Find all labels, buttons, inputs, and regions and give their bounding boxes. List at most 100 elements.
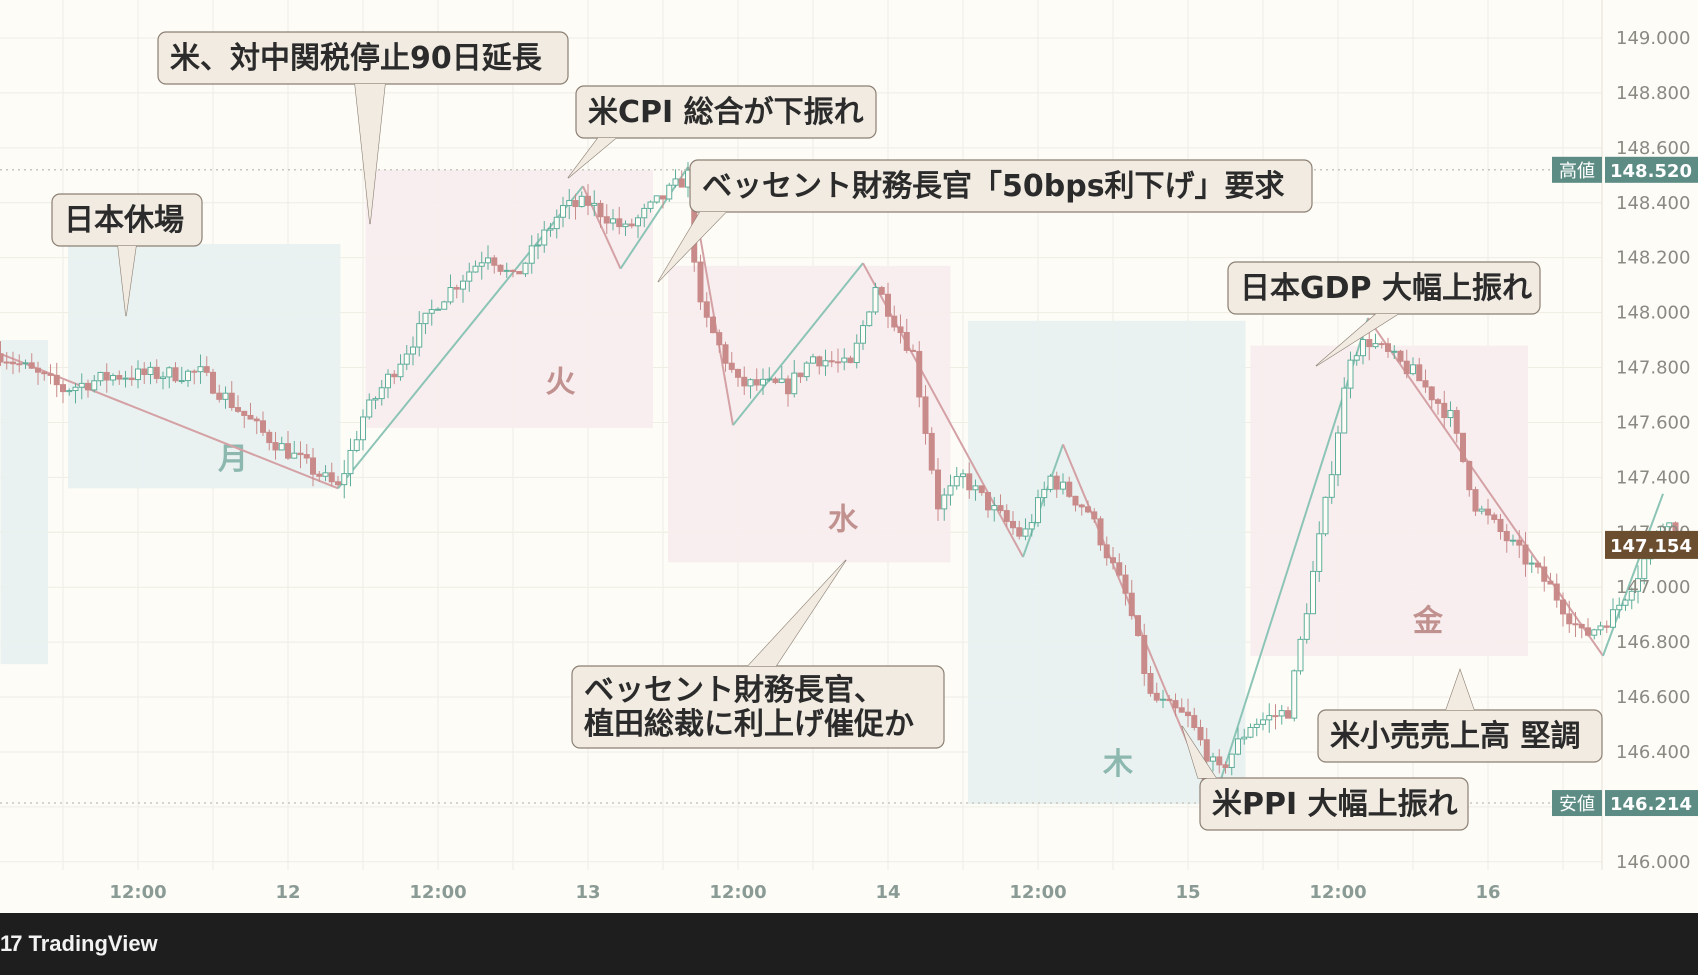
candle-body: [1116, 562, 1123, 576]
candle-body: [447, 287, 454, 303]
candle-body: [860, 325, 866, 344]
candle-body: [97, 371, 104, 382]
x-tick-label: 12:00: [1309, 882, 1366, 903]
candle-body: [166, 367, 173, 378]
candle-body: [1122, 574, 1129, 594]
x-tick-label: 16: [1475, 882, 1500, 903]
candle-body: [1366, 339, 1373, 348]
price-marker-name-tag: [1552, 790, 1602, 817]
candle-body: [66, 390, 73, 393]
tradingview-logo[interactable]: 17 TradingView: [0, 913, 158, 975]
annotation-text: 米、対中関税停止90日延長: [170, 41, 543, 76]
candle-body: [247, 414, 254, 420]
candle-body: [1485, 508, 1491, 516]
annotation-callout: 米小売売上高 堅調: [1317, 668, 1603, 763]
annotation-callout: 米、対中関税停止90日延長: [157, 31, 569, 225]
y-tick-label: 146.400: [1616, 742, 1690, 763]
candle-body: [978, 485, 985, 494]
candle-body: [353, 439, 360, 451]
candle-body: [1616, 604, 1623, 611]
candle-body: [1416, 364, 1423, 382]
x-tick-label: 12: [275, 882, 300, 903]
candle-body: [410, 346, 416, 355]
candle-body: [35, 367, 41, 373]
session-box-red: [668, 265, 951, 563]
candle-body: [1503, 531, 1510, 542]
last-price-value: 147.154: [1610, 536, 1692, 557]
annotation-pointer-fill: [658, 212, 726, 282]
candle-body: [641, 207, 648, 219]
candle-body: [303, 454, 310, 459]
candle-body: [216, 392, 223, 400]
candle-body: [1453, 410, 1460, 434]
candle-body: [1478, 508, 1485, 512]
candle-body: [441, 301, 448, 310]
candle-body: [1028, 522, 1035, 530]
candle-body: [47, 373, 54, 376]
candle-body: [1291, 670, 1298, 719]
candle-body: [291, 452, 298, 459]
candle-body: [1322, 496, 1329, 535]
x-tick-label: 12:00: [109, 882, 166, 903]
candle-body: [378, 387, 385, 400]
candle-body: [1447, 410, 1454, 419]
x-tick-label: 12:00: [1009, 882, 1066, 903]
candle-body: [922, 396, 929, 434]
candle-body: [1335, 432, 1341, 476]
candle-body: [397, 363, 404, 378]
candle-body: [1128, 592, 1135, 617]
annotation-box: [1199, 777, 1469, 831]
candle-body: [585, 195, 591, 206]
candle-body: [1272, 715, 1279, 718]
candle-body: [1372, 343, 1379, 348]
candle-body: [285, 443, 291, 459]
candle-body: [535, 244, 541, 247]
candle-body: [1635, 578, 1641, 592]
y-tick-label: 147.000: [1616, 577, 1690, 598]
candle-body: [1166, 698, 1173, 702]
candle-body: [741, 376, 748, 387]
candle-body: [497, 264, 504, 272]
candle-body: [910, 349, 916, 352]
price-marker-value-tag: [1605, 790, 1698, 817]
zigzag-segment: [732, 262, 864, 426]
candle-body: [1547, 580, 1554, 585]
y-tick-label: 148.800: [1616, 83, 1690, 104]
y-tick-label: 146.600: [1616, 687, 1690, 708]
candle-body: [28, 362, 35, 369]
y-tick-label: 147.600: [1616, 412, 1690, 433]
day-labels: 月 火水木 金: [218, 365, 1444, 782]
candle-body: [1210, 756, 1216, 762]
candle-body: [1278, 710, 1285, 717]
candle-body: [60, 384, 66, 393]
candle-body: [1622, 599, 1629, 606]
candle-body: [235, 407, 241, 412]
candle-body: [1591, 629, 1598, 636]
candle-body: [491, 257, 498, 266]
price-marker-name: 安値: [1559, 794, 1595, 815]
candle-body: [1172, 700, 1179, 709]
candle-body: [1360, 339, 1366, 357]
candle-body: [1060, 481, 1066, 490]
day-label: 月: [218, 442, 248, 477]
candle-body: [935, 469, 941, 510]
annotation-text: ベッセント財務長官、: [584, 673, 884, 708]
candle-body: [41, 371, 48, 375]
candle-body: [1610, 609, 1616, 628]
annotation-callout: 日本休場: [51, 193, 203, 317]
candle-body: [278, 443, 285, 451]
candle-body: [778, 378, 785, 383]
candle-body: [1228, 753, 1235, 768]
candle-body: [10, 361, 16, 365]
candle-body: [453, 287, 460, 290]
candle-body: [1103, 544, 1110, 559]
candle-body: [460, 280, 466, 290]
candle-body: [1266, 715, 1273, 721]
candle-body: [1410, 364, 1416, 375]
candle-body: [422, 312, 429, 325]
candle-body: [1572, 623, 1579, 626]
candle-body: [1066, 481, 1073, 497]
candle-body: [3, 361, 10, 364]
y-tick-label: 148.600: [1616, 138, 1690, 159]
candle-body: [591, 202, 598, 206]
